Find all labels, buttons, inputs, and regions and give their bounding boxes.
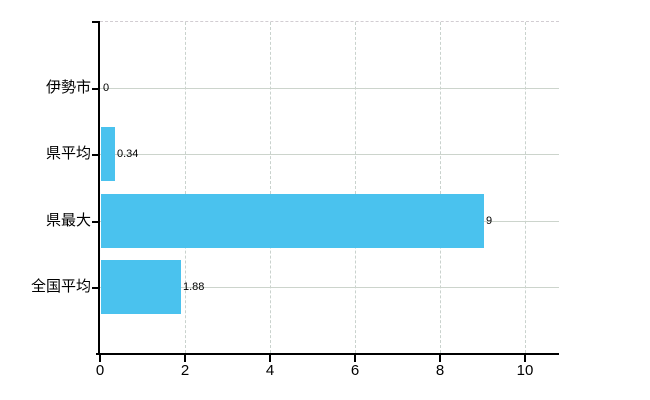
y-tick bbox=[92, 221, 98, 223]
gridline-horizontal bbox=[100, 287, 559, 288]
gridline-vertical bbox=[185, 22, 186, 353]
bar bbox=[101, 260, 181, 314]
x-tick-label: 10 bbox=[516, 362, 534, 379]
category-label: 全国平均 bbox=[30, 278, 91, 295]
x-tick-label: 8 bbox=[435, 362, 445, 379]
y-axis-line bbox=[98, 21, 100, 355]
x-axis-line bbox=[96, 353, 559, 355]
x-tick bbox=[269, 355, 271, 362]
bar-value-label: 1.88 bbox=[183, 281, 205, 293]
x-tick-label: 4 bbox=[265, 362, 275, 379]
bar-value-label: 0.34 bbox=[117, 148, 139, 160]
bar-value-label: 0 bbox=[103, 82, 110, 94]
y-tick bbox=[92, 287, 98, 289]
bar bbox=[101, 194, 484, 248]
bar bbox=[101, 127, 115, 181]
category-label: 伊勢市 bbox=[45, 79, 91, 96]
x-tick bbox=[354, 355, 356, 362]
gridline-vertical bbox=[355, 22, 356, 353]
x-tick-label: 2 bbox=[180, 362, 190, 379]
gridline-vertical bbox=[525, 22, 526, 353]
x-tick bbox=[439, 355, 441, 362]
x-tick bbox=[184, 355, 186, 362]
y-tick bbox=[92, 154, 98, 156]
x-tick-label: 6 bbox=[350, 362, 360, 379]
y-tick bbox=[92, 88, 98, 90]
y-axis-end-tick bbox=[92, 21, 98, 23]
category-label: 県平均 bbox=[45, 145, 91, 162]
gridline-vertical bbox=[270, 22, 271, 353]
chart-top-border bbox=[100, 21, 559, 22]
gridline-horizontal bbox=[100, 154, 559, 155]
category-label: 県最大 bbox=[45, 212, 91, 229]
x-tick-label: 0 bbox=[95, 362, 105, 379]
gridline-vertical bbox=[440, 22, 441, 353]
x-tick bbox=[99, 355, 101, 362]
gridline-horizontal bbox=[100, 88, 559, 89]
bar-value-label: 9 bbox=[486, 215, 493, 227]
x-tick bbox=[524, 355, 526, 362]
